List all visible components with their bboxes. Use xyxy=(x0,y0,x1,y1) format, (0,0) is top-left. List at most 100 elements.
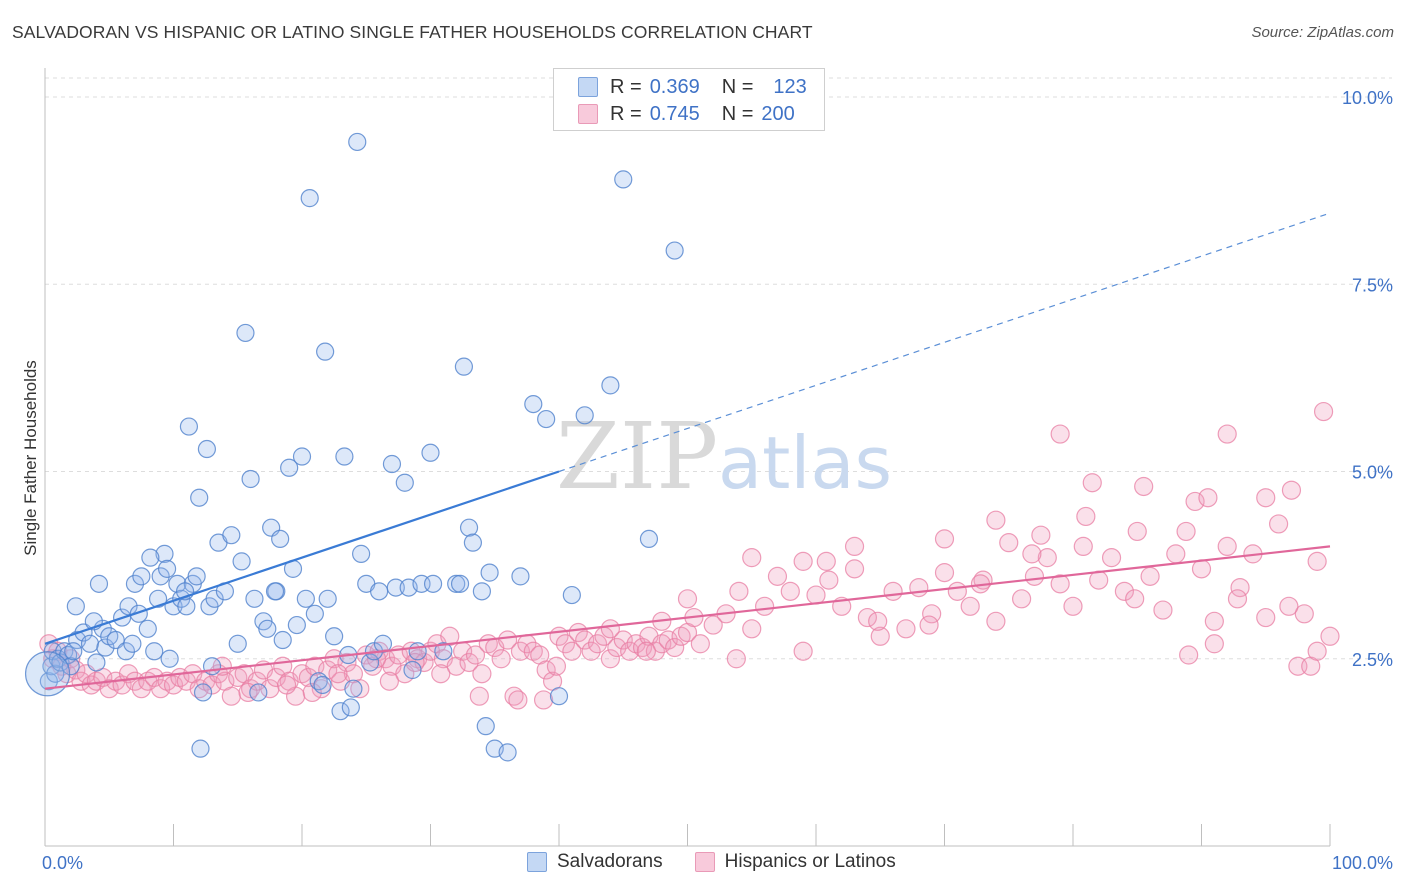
data-point-hispanics xyxy=(844,536,865,557)
data-point-salvadorans xyxy=(403,660,422,680)
data-point-hispanics xyxy=(883,581,903,601)
data-point-hispanics xyxy=(1191,559,1212,579)
data-point-hispanics xyxy=(819,570,839,590)
data-point-hispanics xyxy=(742,548,762,568)
data-point-salvadorans xyxy=(549,687,569,706)
hispanics-swatch xyxy=(578,104,598,124)
data-point-salvadorans xyxy=(382,454,402,474)
watermark: ZIP atlas xyxy=(556,403,892,510)
data-point-hispanics xyxy=(1022,544,1042,564)
x-tick-labels: 0.0% 100.0% xyxy=(42,853,1393,873)
data-point-hispanics xyxy=(1024,566,1045,586)
data-point-hispanics xyxy=(922,604,942,624)
data-point-salvadorans xyxy=(459,518,479,537)
x-tick-label: 100.0% xyxy=(1332,853,1393,873)
data-point-hispanics xyxy=(1114,581,1135,601)
data-point-hispanics xyxy=(726,649,746,669)
data-point-salvadorans xyxy=(447,574,466,593)
data-point-salvadorans xyxy=(232,552,251,571)
data-point-hispanics xyxy=(568,622,588,643)
data-point-hispanics xyxy=(703,615,723,635)
data-point-hispanics xyxy=(1185,491,1205,512)
data-point-hispanics xyxy=(658,630,678,650)
data-point-hispanics xyxy=(504,686,524,706)
data-point-salvadorans xyxy=(296,589,315,608)
data-point-hispanics xyxy=(212,656,232,676)
data-point-salvadorans xyxy=(64,642,83,661)
hispanics-points xyxy=(39,401,1340,710)
data-point-hispanics xyxy=(1294,604,1314,624)
data-point-hispanics xyxy=(600,619,621,639)
salvadorans-swatch xyxy=(527,852,547,872)
data-point-hispanics xyxy=(328,664,348,684)
data-point-salvadorans xyxy=(160,649,179,668)
data-point-salvadorans xyxy=(450,574,470,593)
data-point-salvadorans xyxy=(202,657,222,676)
data-point-hispanics xyxy=(780,581,800,601)
data-point-hispanics xyxy=(562,641,582,661)
data-point-hispanics xyxy=(1217,424,1237,444)
data-point-hispanics xyxy=(868,611,888,631)
data-point-hispanics xyxy=(816,551,836,571)
data-point-hispanics xyxy=(1176,521,1196,542)
legend-row-salvadorans: R = 0.369 N = 123 xyxy=(578,75,807,99)
r-label: R = xyxy=(610,102,642,125)
data-point-hispanics xyxy=(163,675,184,695)
data-point-salvadorans xyxy=(116,642,136,661)
data-point-hispanics xyxy=(870,626,890,646)
data-point-hispanics xyxy=(665,637,685,658)
data-point-salvadorans xyxy=(193,683,213,702)
data-point-hispanics xyxy=(636,641,656,661)
data-point-salvadorans xyxy=(300,189,319,208)
data-point-salvadorans xyxy=(472,582,491,601)
data-point-hispanics xyxy=(1281,480,1302,500)
data-point-hispanics xyxy=(1204,611,1224,631)
data-point-hispanics xyxy=(472,664,492,684)
data-point-salvadorans xyxy=(39,672,58,691)
gridlines xyxy=(45,77,1392,660)
data-point-salvadorans xyxy=(348,132,367,152)
data-point-hispanics xyxy=(960,596,980,616)
trend-line-salvadorans xyxy=(44,470,560,645)
source-label: Source: ZipAtlas.com xyxy=(1251,24,1394,41)
data-point-hispanics xyxy=(1217,536,1237,557)
series-legend: Salvadorans Hispanics or Latinos xyxy=(527,851,896,873)
data-point-hispanics xyxy=(1153,600,1173,620)
data-point-hispanics xyxy=(677,589,698,609)
data-point-hispanics xyxy=(465,645,486,665)
data-point-hispanics xyxy=(986,611,1006,631)
data-point-hispanics xyxy=(934,563,955,583)
data-point-salvadorans xyxy=(341,698,360,717)
data-point-hispanics xyxy=(1256,607,1276,628)
data-point-salvadorans xyxy=(498,743,517,762)
data-point-hispanics xyxy=(238,682,258,703)
data-point-salvadorans xyxy=(125,574,145,593)
data-point-salvadorans xyxy=(155,544,174,563)
data-point-hispanics xyxy=(546,656,567,676)
data-point-salvadorans xyxy=(524,394,543,414)
r-label: R = xyxy=(610,75,642,98)
legend-row-hispanics: R = 0.745 N = 200 xyxy=(578,102,795,126)
data-point-hispanics xyxy=(1268,514,1289,534)
r-value: 0.369 xyxy=(649,75,700,98)
correlation-legend: R = 0.369 N = 123 R = 0.745 N = 200 xyxy=(553,68,825,131)
data-point-hispanics xyxy=(632,637,653,658)
n-value: 200 xyxy=(761,102,795,125)
n-label: N = xyxy=(721,102,754,125)
watermark-atlas: atlas xyxy=(718,421,892,505)
data-point-hispanics xyxy=(690,634,710,654)
data-point-salvadorans xyxy=(228,634,247,653)
data-point-salvadorans xyxy=(179,417,199,436)
data-point-hispanics xyxy=(793,551,813,571)
data-point-salvadorans xyxy=(258,619,277,638)
data-point-hispanics xyxy=(266,667,286,688)
data-point-hispanics xyxy=(350,679,370,699)
data-point-salvadorans xyxy=(318,589,337,608)
data-point-hispanics xyxy=(806,585,826,605)
trend-line-salvadorans-extended xyxy=(558,212,1331,473)
data-point-salvadorans xyxy=(423,574,443,593)
data-point-hispanics xyxy=(1037,548,1057,568)
data-point-salvadorans xyxy=(187,567,206,586)
data-point-salvadorans xyxy=(421,443,440,462)
